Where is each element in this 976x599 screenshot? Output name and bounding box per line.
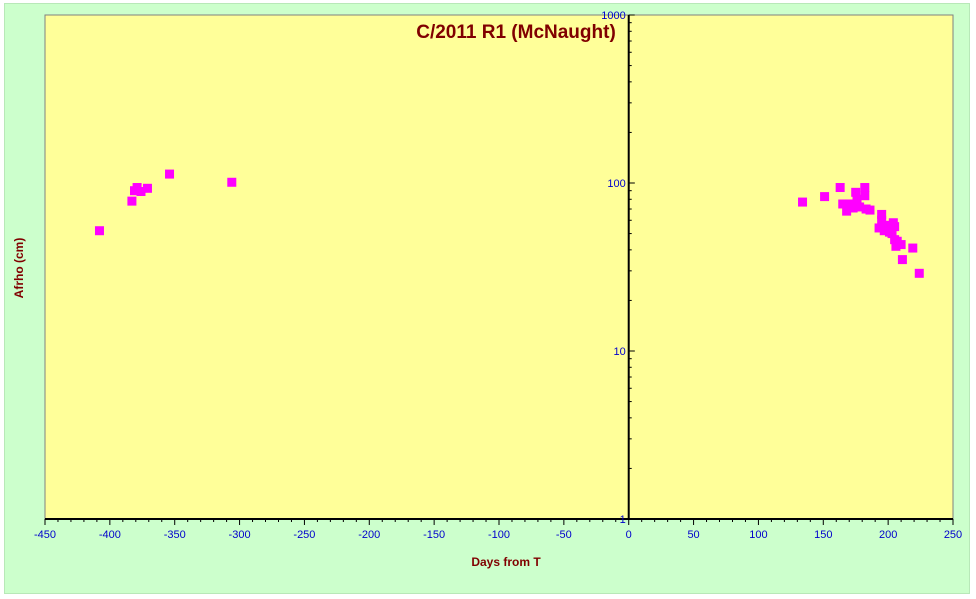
data-point [883, 222, 893, 232]
x-tick-label: -400 [99, 529, 121, 541]
x-axis-title: Days from T [471, 555, 541, 569]
x-tick-label: -200 [358, 529, 380, 541]
x-tick-label: -50 [556, 529, 572, 541]
data-point [848, 203, 858, 213]
data-point [127, 196, 137, 206]
data-point [94, 226, 104, 236]
data-points [94, 169, 924, 278]
y-tick-label: 1 [620, 514, 626, 526]
data-point [227, 177, 237, 187]
data-point [835, 183, 845, 193]
x-axis: -450 -400 -350 -300 -250 -200 -150 -100 -50 0 50 10… [34, 518, 962, 541]
data-point [165, 169, 175, 179]
x-tick-label: 50 [687, 529, 699, 541]
x-tick-label: -350 [164, 529, 186, 541]
y-tick-label: 10 [613, 346, 625, 358]
y-tick-label: 1000 [601, 10, 625, 22]
x-tick-label: -250 [293, 529, 315, 541]
data-point [842, 206, 852, 216]
x-tick-label: -450 [34, 529, 56, 541]
data-point [877, 209, 887, 219]
data-point [852, 194, 862, 204]
y-tick-label: 100 [607, 178, 625, 190]
y-axis: 1 10 100 1000 [601, 10, 635, 526]
data-point [136, 187, 146, 197]
data-point [897, 255, 907, 265]
data-point [142, 183, 152, 193]
data-point [877, 215, 887, 225]
data-point [838, 199, 848, 209]
x-tick-label: -150 [423, 529, 445, 541]
data-point [896, 240, 906, 250]
data-point [890, 222, 900, 232]
data-point [851, 187, 861, 197]
data-point [865, 205, 875, 215]
x-tick-label: 0 [626, 529, 632, 541]
data-point [887, 229, 897, 239]
data-point [855, 202, 865, 212]
x-tick-label: 150 [814, 529, 832, 541]
data-point [860, 191, 870, 201]
x-tick-label: -300 [229, 529, 251, 541]
data-point [798, 197, 808, 207]
data-point [891, 241, 901, 251]
data-point [860, 183, 870, 193]
data-point [820, 192, 830, 202]
x-tick-label: 200 [879, 529, 897, 541]
data-point [908, 243, 918, 253]
y-axis-title: Afrho (cm) [12, 238, 26, 299]
x-tick-label: 100 [749, 529, 767, 541]
plot-area [44, 14, 954, 520]
data-point [874, 223, 884, 233]
chart-title: C/2011 R1 (McNaught) [416, 22, 616, 43]
data-point [914, 268, 924, 278]
x-tick-label: -100 [488, 529, 510, 541]
x-tick-label: 250 [944, 529, 962, 541]
